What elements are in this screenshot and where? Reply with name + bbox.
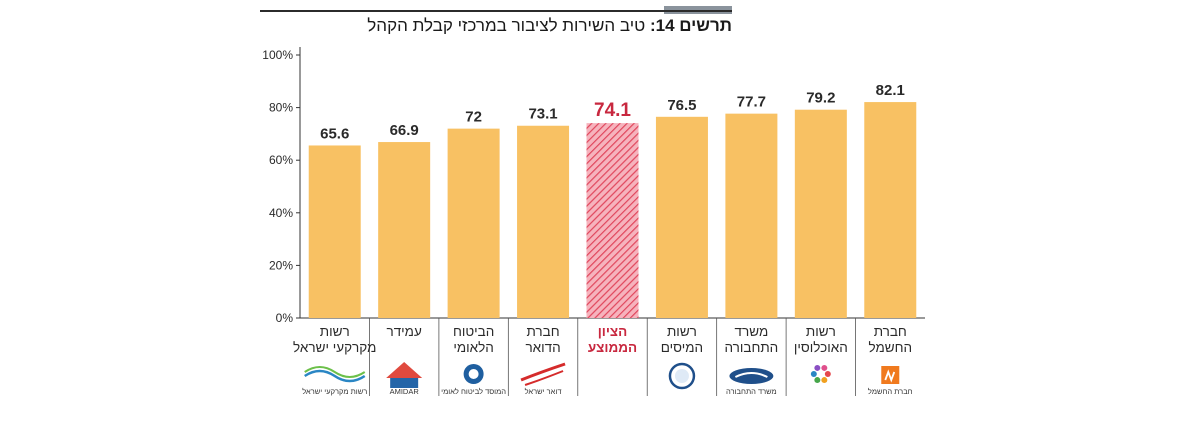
data-label: 82.1 xyxy=(876,82,905,99)
bar xyxy=(586,123,639,318)
dot-mark xyxy=(810,371,817,377)
oval-mark xyxy=(729,368,774,384)
category-label: הלאומי xyxy=(453,340,493,355)
national-insurance-logo: המוסד לביטוח לאומי xyxy=(441,364,506,396)
ring-inner-mark xyxy=(674,369,689,383)
logo-caption: משרד התחבורה xyxy=(726,387,777,396)
ministry-of-transport-logo: משרד התחבורה xyxy=(726,368,777,396)
logo-caption: חברת החשמל xyxy=(868,387,913,396)
category-label: משרד xyxy=(735,324,769,339)
category-label: מקרקעי ישראל xyxy=(293,340,376,355)
dot-mark xyxy=(824,371,831,377)
roof-mark xyxy=(386,362,423,378)
title-rule xyxy=(260,10,732,12)
chart-title: תרשים 14: טיב השירות לציבור במרכזי קבלת … xyxy=(330,16,732,36)
bar xyxy=(794,109,847,318)
spark-mark xyxy=(884,369,896,383)
road-mark xyxy=(734,372,768,378)
logo-caption: רשות מקרקעי ישראל xyxy=(302,387,367,396)
swoosh-mark xyxy=(524,370,564,386)
y-tick-label: 0% xyxy=(276,311,294,325)
dot-mark xyxy=(821,377,828,384)
data-label: 77.7 xyxy=(737,94,766,111)
house-mark xyxy=(390,378,419,388)
data-label: 66.9 xyxy=(390,122,419,139)
category-label: רשות xyxy=(667,324,697,339)
category-label: רשות xyxy=(806,324,836,339)
category-label: חברת xyxy=(527,324,560,339)
category-label: החשמל xyxy=(868,340,912,355)
population-authority-logo xyxy=(810,364,831,384)
electric-company-logo: חברת החשמל xyxy=(868,366,913,396)
dot-mark xyxy=(821,364,828,371)
data-label: 74.1 xyxy=(594,100,631,121)
israel-post-logo: דואר ישראל xyxy=(520,362,566,396)
data-label: 73.1 xyxy=(528,106,557,123)
dot-mark xyxy=(814,364,821,371)
data-label: 72 xyxy=(465,109,482,126)
category-label: חברת xyxy=(874,324,907,339)
swoosh-mark xyxy=(520,362,566,382)
y-tick-label: 60% xyxy=(269,153,293,167)
bar xyxy=(864,102,917,319)
ring-mark xyxy=(668,362,696,390)
bar xyxy=(655,116,708,319)
y-tick-label: 20% xyxy=(269,258,293,272)
data-label: 79.2 xyxy=(806,90,835,107)
y-tick-label: 40% xyxy=(269,206,293,220)
seal-inner-mark xyxy=(468,369,479,379)
logo-caption: דואר ישראל xyxy=(525,387,562,396)
bar xyxy=(725,113,778,318)
bar xyxy=(308,145,361,318)
bar xyxy=(517,125,570,318)
category-label: הממוצע xyxy=(588,340,637,355)
category-label: הביטוח xyxy=(453,324,494,339)
bar xyxy=(378,142,431,318)
data-label: 65.6 xyxy=(320,125,349,142)
category-label: רשות xyxy=(320,324,350,339)
israel-land-authority-logo: רשות מקרקעי ישראל xyxy=(302,366,367,396)
category-label: התחבורה xyxy=(725,340,779,355)
chart-title-text: טיב השירות לציבור במרכזי קבלת הקהל xyxy=(367,16,646,35)
tax-authority-logo xyxy=(668,362,696,390)
y-tick-label: 100% xyxy=(262,48,293,62)
data-label: 76.5 xyxy=(667,97,696,114)
chart-title-label: תרשים 14: xyxy=(649,16,732,35)
category-label: עמידר xyxy=(386,324,421,339)
amidar-logo: AMIDAR xyxy=(386,362,423,396)
wave-mark xyxy=(304,366,366,378)
dot-mark xyxy=(814,377,821,384)
category-label: הציון xyxy=(598,324,628,339)
category-label: הדואר xyxy=(525,340,560,355)
bar xyxy=(447,128,500,318)
category-label: המיסים xyxy=(661,340,703,355)
logo-caption: AMIDAR xyxy=(390,387,420,396)
y-tick-label: 80% xyxy=(269,101,293,115)
wave-mark xyxy=(304,369,366,383)
logo-caption: המוסד לביטוח לאומי xyxy=(441,387,506,396)
category-label: האוכלוסין xyxy=(794,340,848,355)
